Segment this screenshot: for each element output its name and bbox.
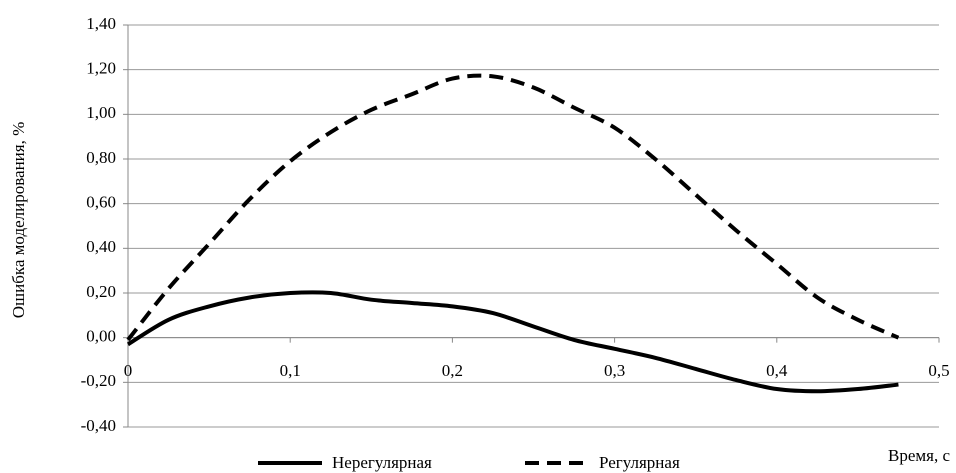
y-axis-label: Ошибка моделирования, % [9, 122, 28, 318]
line-series [126, 73, 900, 342]
y-tick-label: -0,20 [81, 371, 116, 390]
legend-label: Нерегулярная [332, 453, 432, 472]
y-tick-label: 0,80 [86, 148, 116, 167]
y-tick-label: 0,20 [86, 282, 116, 301]
x-tick-label: 0,1 [280, 361, 301, 380]
y-tick-label: 0,00 [86, 327, 116, 346]
x-tick-label: 0,3 [604, 361, 625, 380]
line-series [126, 290, 899, 394]
x-axis-label: Время, с [888, 446, 950, 465]
x-tick-label: 0,4 [766, 361, 788, 380]
y-tick-label: 0,40 [86, 237, 116, 256]
y-tick-label: -0,40 [81, 416, 116, 435]
y-tick-label: 1,40 [86, 14, 116, 33]
y-tick-label: 1,20 [86, 59, 116, 78]
x-tick-label: 0 [124, 361, 133, 380]
y-tick-label: 1,00 [86, 103, 116, 122]
y-tick-label: 0,60 [86, 193, 116, 212]
x-tick-label: 0,5 [928, 361, 949, 380]
x-tick-label: 0,2 [442, 361, 463, 380]
legend-label: Регулярная [599, 453, 680, 472]
